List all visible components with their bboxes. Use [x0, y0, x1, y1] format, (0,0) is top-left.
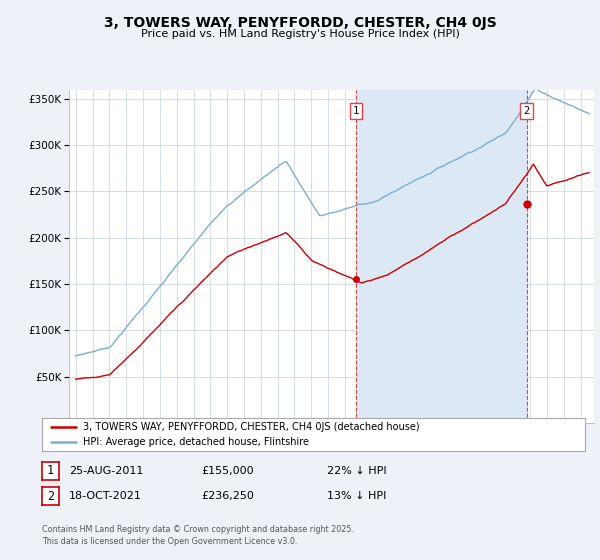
Text: HPI: Average price, detached house, Flintshire: HPI: Average price, detached house, Flin… — [83, 437, 309, 447]
Text: £155,000: £155,000 — [201, 466, 254, 476]
Text: 22% ↓ HPI: 22% ↓ HPI — [327, 466, 386, 476]
Text: 18-OCT-2021: 18-OCT-2021 — [69, 491, 142, 501]
Text: 3, TOWERS WAY, PENYFFORDD, CHESTER, CH4 0JS: 3, TOWERS WAY, PENYFFORDD, CHESTER, CH4 … — [104, 16, 496, 30]
Text: 25-AUG-2011: 25-AUG-2011 — [69, 466, 143, 476]
Text: Contains HM Land Registry data © Crown copyright and database right 2025.
This d: Contains HM Land Registry data © Crown c… — [42, 525, 354, 545]
Text: 2: 2 — [47, 489, 54, 503]
Text: £236,250: £236,250 — [201, 491, 254, 501]
Text: 1: 1 — [353, 106, 359, 116]
Bar — [356, 90, 527, 423]
Text: 3, TOWERS WAY, PENYFFORDD, CHESTER, CH4 0JS (detached house): 3, TOWERS WAY, PENYFFORDD, CHESTER, CH4 … — [83, 422, 419, 432]
Text: 2: 2 — [524, 106, 530, 116]
Text: 13% ↓ HPI: 13% ↓ HPI — [327, 491, 386, 501]
Text: 1: 1 — [47, 464, 54, 478]
Text: Price paid vs. HM Land Registry's House Price Index (HPI): Price paid vs. HM Land Registry's House … — [140, 29, 460, 39]
